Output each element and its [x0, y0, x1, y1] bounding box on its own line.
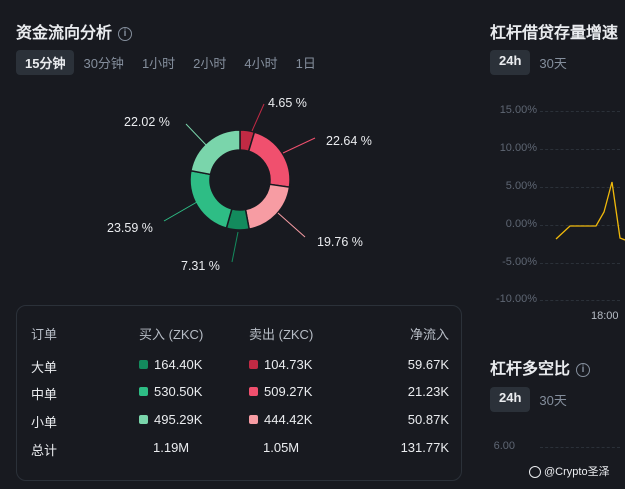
tab-24h[interactable]: 24h — [490, 387, 531, 412]
buy-large-swatch — [139, 360, 148, 370]
pct-buy-small: 22.02 % — [124, 115, 170, 129]
buy-small-swatch — [139, 415, 148, 425]
tab-24h[interactable]: 24h — [490, 50, 531, 75]
header-buy: 买入 (ZKC) — [139, 327, 204, 342]
sell-large-swatch — [249, 360, 258, 370]
info-icon[interactable]: i — [576, 362, 591, 377]
tab-1h[interactable]: 1小时 — [141, 56, 176, 71]
fund-flow-donut — [163, 103, 316, 263]
tab-30d[interactable]: 30天 — [539, 56, 567, 71]
watermark-icon — [529, 466, 541, 479]
row-buy-value: 164.40K — [154, 357, 203, 372]
tab-1d[interactable]: 1日 — [295, 56, 316, 71]
header-order: 订单 — [31, 327, 58, 342]
row-buy-value: 530.50K — [154, 384, 203, 399]
row-sell: 509.27K — [249, 384, 312, 399]
row-net: 131.77K — [400, 440, 449, 455]
row-buy: 495.29K — [139, 412, 202, 427]
long-short-ratio-title-text: 杠杆多空比 — [490, 361, 571, 378]
y-tick-neg10: -10.00% — [496, 293, 537, 305]
gridline — [540, 111, 620, 112]
gridline — [540, 149, 620, 150]
pct-sell-small: 19.76 % — [317, 235, 363, 249]
header-net: 净流入 — [409, 327, 449, 342]
ratio-range-tabs: 24h 30天 — [490, 387, 576, 412]
tab-4h[interactable]: 4小时 — [244, 56, 278, 71]
y-tick-10: 10.00% — [499, 142, 537, 154]
buy-mid-swatch — [139, 387, 148, 397]
leverage-growth-title: 杠杆借贷存量增速 — [490, 25, 619, 42]
fund-flow-title-text: 资金流向分析 — [16, 25, 113, 42]
watermark: @Crypto圣泽 — [529, 463, 610, 479]
row-buy: 1.19M — [153, 440, 190, 455]
y-tick-neg5: -5.00% — [502, 256, 537, 268]
sell-small-swatch — [249, 415, 258, 425]
tab-2h[interactable]: 2小时 — [193, 56, 227, 71]
row-sell: 1.05M — [263, 440, 300, 455]
gridline — [540, 447, 620, 448]
leader-line-sell-mid — [282, 137, 316, 154]
tab-30d[interactable]: 30天 — [539, 393, 567, 408]
tab-30m[interactable]: 30分钟 — [83, 56, 124, 71]
info-icon[interactable]: i — [118, 26, 133, 41]
donut-seg-buy-small — [189, 129, 241, 176]
donut-seg-buy-mid — [189, 169, 233, 230]
donut-segments — [189, 129, 291, 231]
row-net: 59.67K — [407, 357, 449, 372]
row-sell: 104.73K — [249, 357, 312, 372]
row-buy: 164.40K — [139, 357, 202, 372]
sell-mid-swatch — [249, 387, 258, 397]
leader-line-sell-small — [277, 212, 306, 238]
gridline — [540, 263, 620, 264]
x-tick-1800: 18:00 — [591, 310, 619, 322]
row-label: 大单 — [31, 360, 58, 375]
leader-lines — [163, 103, 316, 263]
range-tabs: 24h 30天 — [490, 50, 576, 75]
gridline — [540, 187, 620, 188]
leader-line-buy-mid — [163, 201, 198, 222]
row-buy: 530.50K — [139, 384, 202, 399]
watermark-text: @Crypto圣泽 — [544, 466, 610, 478]
row-sell-value: 509.27K — [264, 384, 313, 399]
leverage-growth-line — [555, 181, 625, 241]
leader-line-buy-large — [231, 231, 239, 263]
row-label: 总计 — [31, 443, 58, 458]
row-net: 21.23K — [407, 384, 449, 399]
growth-series-line — [555, 181, 625, 241]
y-tick-5: 5.00% — [505, 180, 537, 192]
donut-seg-sell-mid — [247, 131, 291, 189]
pct-sell-large: 4.65 % — [268, 96, 307, 110]
interval-tabs: 15分钟 30分钟 1小时 2小时 4小时 1日 — [16, 50, 325, 75]
gridline — [540, 300, 620, 301]
leader-line-sell-large — [251, 103, 265, 132]
pct-sell-mid: 22.64 % — [326, 134, 372, 148]
row-sell-value: 104.73K — [264, 357, 313, 372]
y-tick-0: 0.00% — [505, 218, 537, 230]
pct-buy-large: 7.31 % — [181, 259, 220, 273]
row-label: 小单 — [31, 415, 58, 430]
fund-flow-table: 订单 买入 (ZKC) 卖出 (ZKC) 净流入 大单 164.40K 104.… — [16, 305, 462, 481]
fund-flow-title: 资金流向分析 i — [16, 19, 133, 43]
y-tick-15: 15.00% — [499, 104, 537, 116]
row-net: 50.87K — [407, 412, 449, 427]
tab-15m[interactable]: 15分钟 — [16, 50, 75, 75]
row-sell-value: 444.42K — [264, 412, 313, 427]
row-label: 中单 — [31, 387, 58, 402]
row-sell: 444.42K — [249, 412, 312, 427]
y-tick-6: 6.00 — [493, 440, 515, 452]
header-sell: 卖出 (ZKC) — [249, 327, 314, 342]
pct-buy-mid: 23.59 % — [107, 221, 153, 235]
donut-seg-sell-small — [244, 183, 291, 231]
row-buy-value: 495.29K — [154, 412, 203, 427]
panel-divider — [478, 322, 625, 331]
long-short-ratio-title: 杠杆多空比 i — [490, 355, 591, 379]
leader-line-buy-small — [185, 123, 208, 147]
